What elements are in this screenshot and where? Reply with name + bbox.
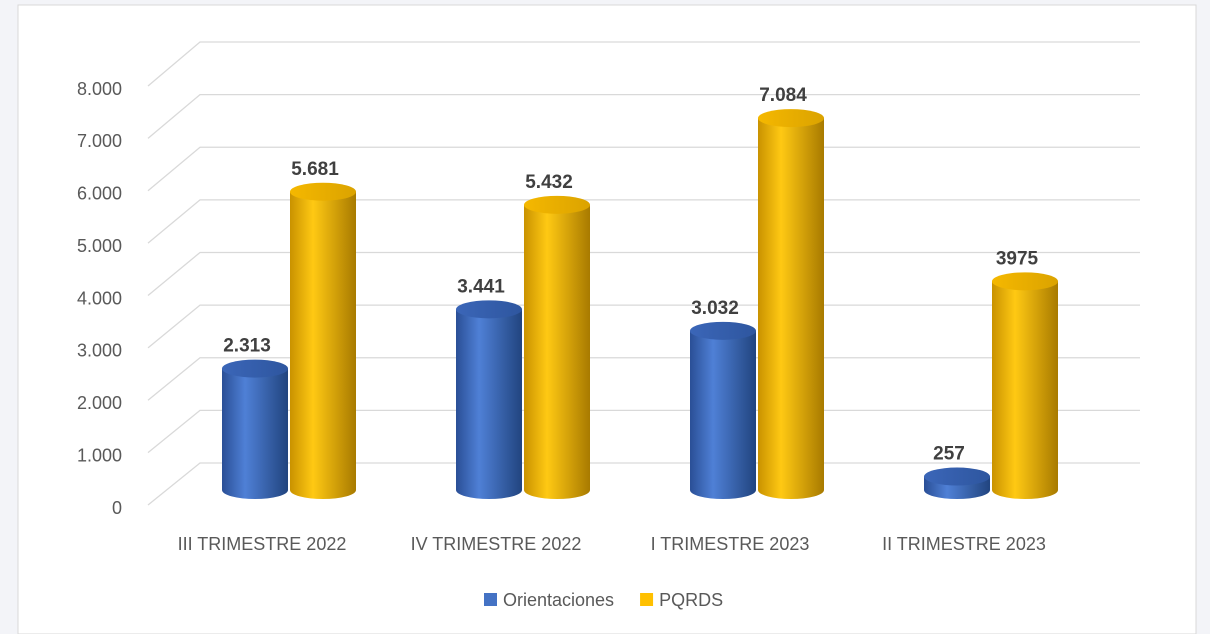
bar bbox=[992, 272, 1058, 499]
grid-line bbox=[147, 304, 1140, 349]
grid-line bbox=[147, 251, 1140, 297]
y-tick-label: 4.000 bbox=[77, 288, 122, 308]
y-tick-label: 8.000 bbox=[77, 79, 122, 99]
y-tick-label: 2.000 bbox=[77, 393, 122, 413]
y-tick-label: 6.000 bbox=[77, 184, 122, 204]
cylinder-body bbox=[290, 191, 356, 499]
value-label: 3.441 bbox=[457, 276, 505, 297]
grid-line bbox=[147, 462, 1140, 506]
y-tick-label: 1.000 bbox=[77, 445, 122, 465]
cylinder-top bbox=[690, 321, 756, 340]
grid-line bbox=[147, 199, 1140, 244]
legend-swatch bbox=[640, 593, 654, 606]
cylinder-body bbox=[690, 330, 756, 499]
value-label: 2.313 bbox=[223, 336, 271, 357]
cylinder-top bbox=[758, 109, 824, 128]
cylinder-top bbox=[290, 182, 356, 201]
bar bbox=[524, 195, 590, 499]
grid-line bbox=[147, 409, 1140, 454]
value-label: 5.432 bbox=[525, 172, 573, 193]
legend-swatch bbox=[484, 593, 497, 606]
cylinder-top bbox=[456, 300, 522, 319]
y-tick-label: 3.000 bbox=[77, 341, 122, 361]
value-label: 3.032 bbox=[691, 298, 739, 319]
cylinder-top bbox=[524, 195, 590, 214]
y-tick-label: 7.000 bbox=[77, 131, 122, 151]
grid-line bbox=[147, 41, 1140, 87]
x-tick-label: I TRIMESTRE 2023 bbox=[651, 534, 810, 554]
cylinder-body bbox=[992, 281, 1058, 499]
cylinder-body bbox=[222, 368, 288, 499]
cylinder-top bbox=[992, 272, 1058, 291]
bar bbox=[690, 321, 756, 499]
grid-line bbox=[147, 93, 1140, 139]
x-tick-label: II TRIMESTRE 2023 bbox=[882, 534, 1046, 554]
legend-label: Orientaciones bbox=[503, 590, 614, 610]
value-label: 3975 bbox=[996, 248, 1039, 269]
legend-label: PQRDS bbox=[659, 590, 723, 610]
value-label: 5.681 bbox=[291, 159, 339, 180]
y-tick-label: 5.000 bbox=[77, 236, 122, 256]
bar bbox=[290, 182, 356, 499]
value-label: 257 bbox=[933, 444, 965, 465]
cylinder-top bbox=[924, 467, 990, 486]
x-tick-label: IV TRIMESTRE 2022 bbox=[411, 534, 582, 554]
y-tick-label: 0 bbox=[112, 498, 122, 518]
cylinder-body bbox=[456, 309, 522, 499]
bar bbox=[758, 109, 824, 499]
bar bbox=[222, 359, 288, 499]
value-label: 7.084 bbox=[759, 85, 807, 106]
grid-line bbox=[147, 357, 1140, 401]
cylinder-body bbox=[524, 204, 590, 499]
cylinder-body bbox=[758, 118, 824, 499]
bar bbox=[456, 300, 522, 499]
grid-line bbox=[147, 146, 1140, 192]
cylinder-top bbox=[222, 359, 288, 378]
bar bbox=[924, 467, 990, 499]
x-tick-label: III TRIMESTRE 2022 bbox=[178, 534, 347, 554]
